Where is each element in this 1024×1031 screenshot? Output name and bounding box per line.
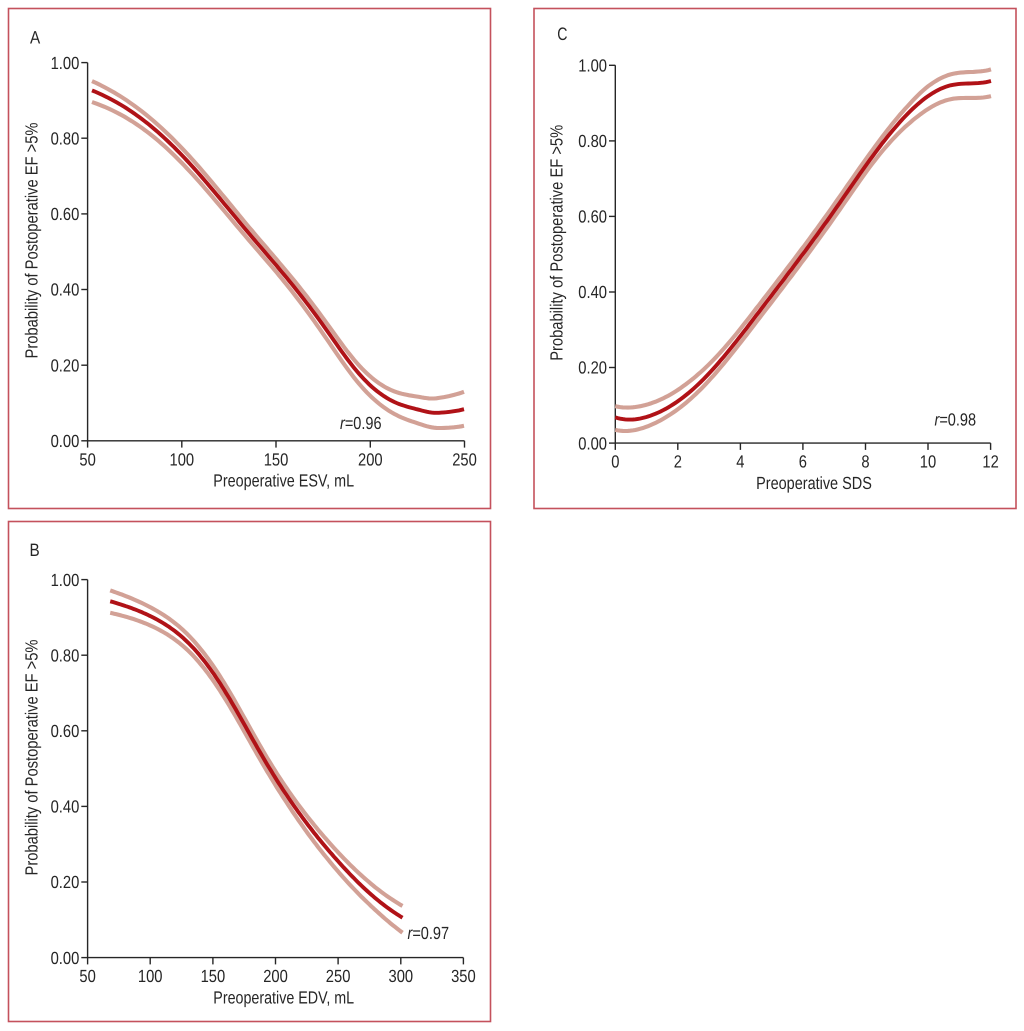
svg-text:0.60: 0.60 [51,204,80,224]
svg-text:0.00: 0.00 [51,431,80,451]
svg-text:C: C [557,24,567,44]
svg-text:2: 2 [674,452,682,472]
svg-text:0.80: 0.80 [51,128,80,148]
svg-text:0.80: 0.80 [578,131,607,151]
svg-text:0.60: 0.60 [51,721,80,741]
svg-text:0.40: 0.40 [51,280,80,300]
svg-text:Probability of Postoperative E: Probability of Postoperative EF >5% [21,122,41,358]
svg-text:200: 200 [358,449,383,469]
svg-text:0.40: 0.40 [51,797,80,817]
svg-text:8: 8 [861,452,869,472]
svg-text:4: 4 [736,452,744,472]
svg-text:100: 100 [138,966,163,986]
svg-text:1.00: 1.00 [51,53,80,73]
svg-text:12: 12 [982,452,998,472]
svg-text:150: 150 [264,449,289,469]
svg-text:0.40: 0.40 [578,282,607,302]
svg-text:1.00: 1.00 [51,570,80,590]
svg-text:r=0.97: r=0.97 [408,923,450,943]
svg-text:0: 0 [611,452,619,472]
svg-text:0.60: 0.60 [578,207,607,227]
svg-text:r=0.96: r=0.96 [340,413,382,433]
svg-text:50: 50 [79,966,96,986]
svg-text:0.20: 0.20 [51,355,80,375]
svg-text:0.20: 0.20 [51,872,80,892]
svg-text:Preoperative EDV, mL: Preoperative EDV, mL [213,987,354,1007]
svg-text:250: 250 [326,966,351,986]
svg-text:Probability of Postoperative E: Probability of Postoperative EF >5% [547,125,567,361]
svg-text:6: 6 [799,452,807,472]
svg-text:Preoperative SDS: Preoperative SDS [756,473,872,493]
svg-text:A: A [30,28,40,48]
svg-text:10: 10 [920,452,937,472]
svg-text:r=0.98: r=0.98 [935,410,977,430]
svg-text:200: 200 [263,966,288,986]
svg-text:250: 250 [452,449,477,469]
svg-text:300: 300 [389,966,414,986]
svg-text:0.00: 0.00 [578,433,607,453]
svg-text:100: 100 [170,449,195,469]
svg-text:Preoperative ESV, mL: Preoperative ESV, mL [213,471,354,491]
svg-text:350: 350 [451,966,476,986]
svg-text:150: 150 [201,966,226,986]
svg-text:50: 50 [79,449,96,469]
svg-text:0.00: 0.00 [51,948,80,968]
svg-text:1.00: 1.00 [578,56,607,76]
svg-text:0.80: 0.80 [51,645,80,665]
svg-text:0.20: 0.20 [578,358,607,378]
svg-text:B: B [30,540,40,560]
svg-text:Probability of Postoperative E: Probability of Postoperative EF >5% [21,639,41,875]
